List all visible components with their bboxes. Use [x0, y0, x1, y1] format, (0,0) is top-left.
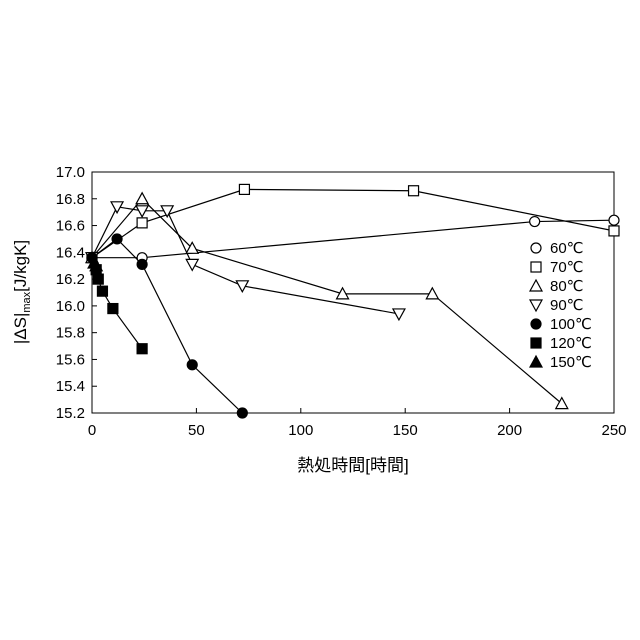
data-point-series-5	[108, 304, 118, 314]
y-tick-label: 15.6	[56, 351, 85, 368]
y-tick-label: 17.0	[56, 164, 85, 181]
data-point-series-1	[609, 226, 619, 236]
x-tick-label: 150	[393, 422, 418, 439]
series-line-4	[92, 239, 242, 413]
data-point-series-2	[556, 398, 568, 409]
data-point-series-3	[393, 309, 405, 320]
x-axis-title: 熱処時間[時間]	[297, 456, 408, 475]
y-axis-title-unit: [J/kgK]	[11, 240, 30, 292]
data-point-series-5	[137, 344, 147, 354]
y-tick-label: 16.8	[56, 191, 85, 208]
legend-label-2: 80℃	[550, 278, 584, 295]
data-point-series-4	[112, 234, 122, 244]
legend-label-1: 70℃	[550, 259, 584, 276]
y-tick-label: 16.6	[56, 218, 85, 235]
data-point-series-4	[237, 408, 247, 418]
y-axis-title-sub: max	[21, 291, 33, 312]
legend-marker-0	[531, 243, 541, 253]
y-tick-label: 15.2	[56, 405, 85, 422]
y-tick-label: 16.4	[56, 244, 85, 261]
data-point-series-4	[187, 360, 197, 370]
data-point-series-5	[97, 286, 107, 296]
data-point-series-0	[530, 217, 540, 227]
legend-label-3: 90℃	[550, 297, 584, 314]
data-point-series-2	[136, 193, 148, 204]
data-point-series-0	[609, 215, 619, 225]
legend-marker-3	[530, 300, 542, 311]
x-tick-label: 100	[288, 422, 313, 439]
legend-marker-5	[531, 338, 541, 348]
data-point-series-1	[409, 186, 419, 196]
legend-marker-1	[531, 262, 541, 272]
y-tick-label: 16.0	[56, 298, 85, 315]
x-tick-label: 200	[497, 422, 522, 439]
legend-marker-6	[530, 356, 542, 367]
data-point-series-4	[137, 259, 147, 269]
data-point-series-1	[239, 184, 249, 194]
y-axis-title: |ΔS|max[J/kgK]	[11, 240, 33, 344]
y-tick-label: 15.4	[56, 378, 85, 395]
data-point-series-1	[137, 218, 147, 228]
legend-marker-2	[530, 280, 542, 291]
legend-label-4: 100℃	[550, 316, 592, 333]
legend-label-5: 120℃	[550, 335, 592, 352]
y-axis-title-main: |ΔS|	[11, 313, 30, 345]
x-tick-label: 50	[188, 422, 205, 439]
data-point-series-3	[186, 259, 198, 270]
y-tick-label: 16.2	[56, 271, 85, 288]
y-tick-label: 15.8	[56, 325, 85, 342]
x-tick-label: 250	[601, 422, 626, 439]
legend-label-0: 60℃	[550, 240, 584, 257]
legend-label-6: 150℃	[550, 354, 592, 371]
legend-marker-4	[531, 319, 541, 329]
x-tick-label: 0	[88, 422, 96, 439]
